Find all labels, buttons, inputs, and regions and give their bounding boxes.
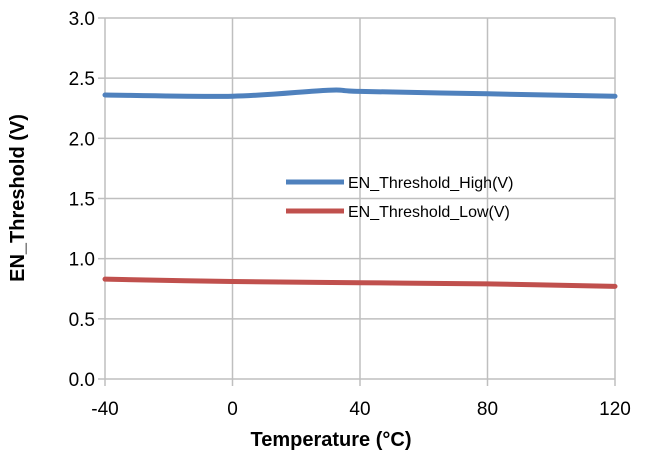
x-tick-label: -40 xyxy=(91,399,118,420)
series-line-2 xyxy=(102,276,618,289)
legend-label-2: EN_Threshold_Low(V) xyxy=(348,204,510,221)
grid-lines xyxy=(104,17,616,380)
y-axis-ticks: 0.0 0.5 1.0 1.5 2.0 2.5 3.0 xyxy=(69,9,105,391)
y-tick-label: 0.5 xyxy=(69,310,95,331)
y-axis-title: EN_Threshold (V) xyxy=(7,114,29,282)
x-tick-label: 40 xyxy=(349,399,370,420)
y-tick-label: 2.0 xyxy=(69,129,95,150)
y-tick-label: 1.0 xyxy=(69,250,95,271)
x-tick-label: 0 xyxy=(227,399,238,420)
y-tick-label: 0.0 xyxy=(69,370,95,391)
x-tick-label: 80 xyxy=(477,399,498,420)
y-tick-label: 3.0 xyxy=(69,9,95,30)
y-tick-label: 1.5 xyxy=(69,190,95,211)
x-tick-label: 120 xyxy=(599,399,631,420)
series-line-1 xyxy=(102,87,618,99)
x-axis-title: Temperature (°C) xyxy=(251,429,412,451)
legend-label-1: EN_Threshold_High(V) xyxy=(348,175,513,192)
legend: EN_Threshold_High(V) EN_Threshold_Low(V) xyxy=(286,175,513,221)
x-axis-ticks: -40 0 40 80 120 xyxy=(91,379,631,420)
y-tick-label: 2.5 xyxy=(69,69,95,90)
series-lines xyxy=(102,87,618,289)
